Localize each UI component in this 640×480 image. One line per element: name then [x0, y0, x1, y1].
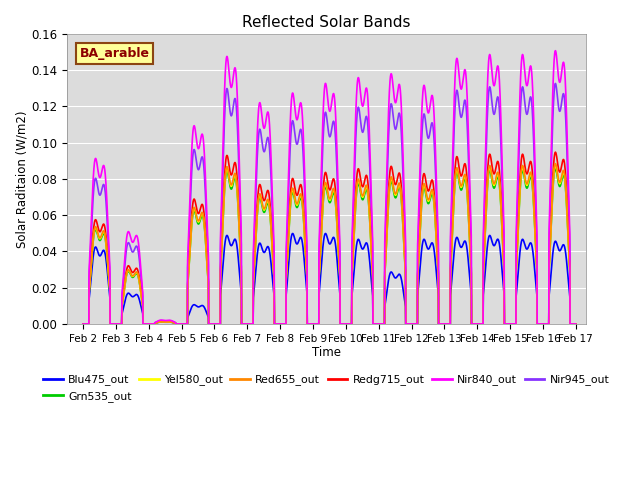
Redg715_out [138, 296, 146, 301]
Red655_out [546, 257, 554, 263]
Nir840_out [572, 321, 580, 327]
Y-axis label: Solar Raditaion (W/m2): Solar Raditaion (W/m2) [15, 110, 28, 248]
Red655_out [138, 297, 146, 303]
Nir945_out [138, 286, 146, 291]
Red655_out [552, 161, 559, 167]
Red655_out [526, 170, 534, 176]
Nir945_out [526, 95, 534, 100]
Grn535_out [79, 321, 87, 327]
Yel580_out [546, 257, 554, 263]
Redg715_out [552, 149, 559, 155]
Grn535_out [524, 183, 532, 189]
Line: Nir945_out: Nir945_out [83, 84, 576, 324]
Yel580_out [526, 171, 534, 177]
Nir840_out [524, 80, 532, 85]
Blu475_out [289, 230, 296, 236]
Nir840_out [79, 321, 87, 327]
Line: Nir840_out: Nir840_out [83, 51, 576, 324]
Blu475_out [524, 245, 532, 251]
Red655_out [268, 235, 276, 241]
Redg715_out [572, 321, 580, 327]
Blu475_out [268, 268, 276, 274]
Nir945_out [79, 321, 87, 327]
Legend: Blu475_out, Grn535_out, Yel580_out, Red655_out, Redg715_out, Nir840_out, Nir945_: Blu475_out, Grn535_out, Yel580_out, Red6… [38, 370, 614, 406]
Nir945_out [524, 108, 532, 114]
Nir945_out [387, 101, 395, 107]
Red655_out [387, 174, 395, 180]
Grn535_out [138, 298, 146, 304]
Line: Grn535_out: Grn535_out [83, 168, 576, 324]
Nir840_out [387, 71, 395, 77]
Blu475_out [572, 321, 580, 327]
Blu475_out [79, 321, 87, 327]
Line: Yel580_out: Yel580_out [83, 165, 576, 324]
Blu475_out [138, 308, 146, 313]
Redg715_out [268, 229, 276, 235]
Redg715_out [546, 252, 554, 258]
Redg715_out [526, 159, 534, 165]
Blu475_out [388, 269, 396, 275]
Yel580_out [572, 321, 580, 327]
Yel580_out [387, 176, 395, 181]
Grn535_out [268, 238, 276, 243]
Red655_out [79, 321, 87, 327]
Nir840_out [546, 211, 554, 217]
Nir840_out [268, 175, 276, 180]
Yel580_out [524, 180, 532, 186]
Red655_out [524, 179, 532, 185]
Yel580_out [268, 236, 276, 241]
Line: Red655_out: Red655_out [83, 164, 576, 324]
Nir840_out [526, 64, 534, 70]
Text: BA_arable: BA_arable [79, 47, 150, 60]
Grn535_out [546, 259, 554, 264]
Redg715_out [524, 169, 532, 175]
Grn535_out [552, 166, 559, 171]
Yel580_out [79, 321, 87, 327]
Grn535_out [572, 321, 580, 327]
Redg715_out [79, 321, 87, 327]
Title: Reflected Solar Bands: Reflected Solar Bands [242, 15, 410, 30]
X-axis label: Time: Time [312, 347, 340, 360]
Nir945_out [552, 81, 559, 86]
Nir945_out [572, 321, 580, 327]
Line: Blu475_out: Blu475_out [83, 233, 576, 324]
Nir840_out [138, 281, 146, 287]
Grn535_out [526, 174, 534, 180]
Yel580_out [138, 298, 146, 303]
Nir945_out [268, 192, 276, 198]
Blu475_out [546, 287, 554, 292]
Line: Redg715_out: Redg715_out [83, 152, 576, 324]
Yel580_out [552, 162, 559, 168]
Nir945_out [546, 225, 554, 230]
Blu475_out [527, 240, 534, 246]
Redg715_out [387, 164, 395, 169]
Grn535_out [387, 179, 395, 184]
Nir840_out [552, 48, 559, 54]
Red655_out [572, 321, 580, 327]
